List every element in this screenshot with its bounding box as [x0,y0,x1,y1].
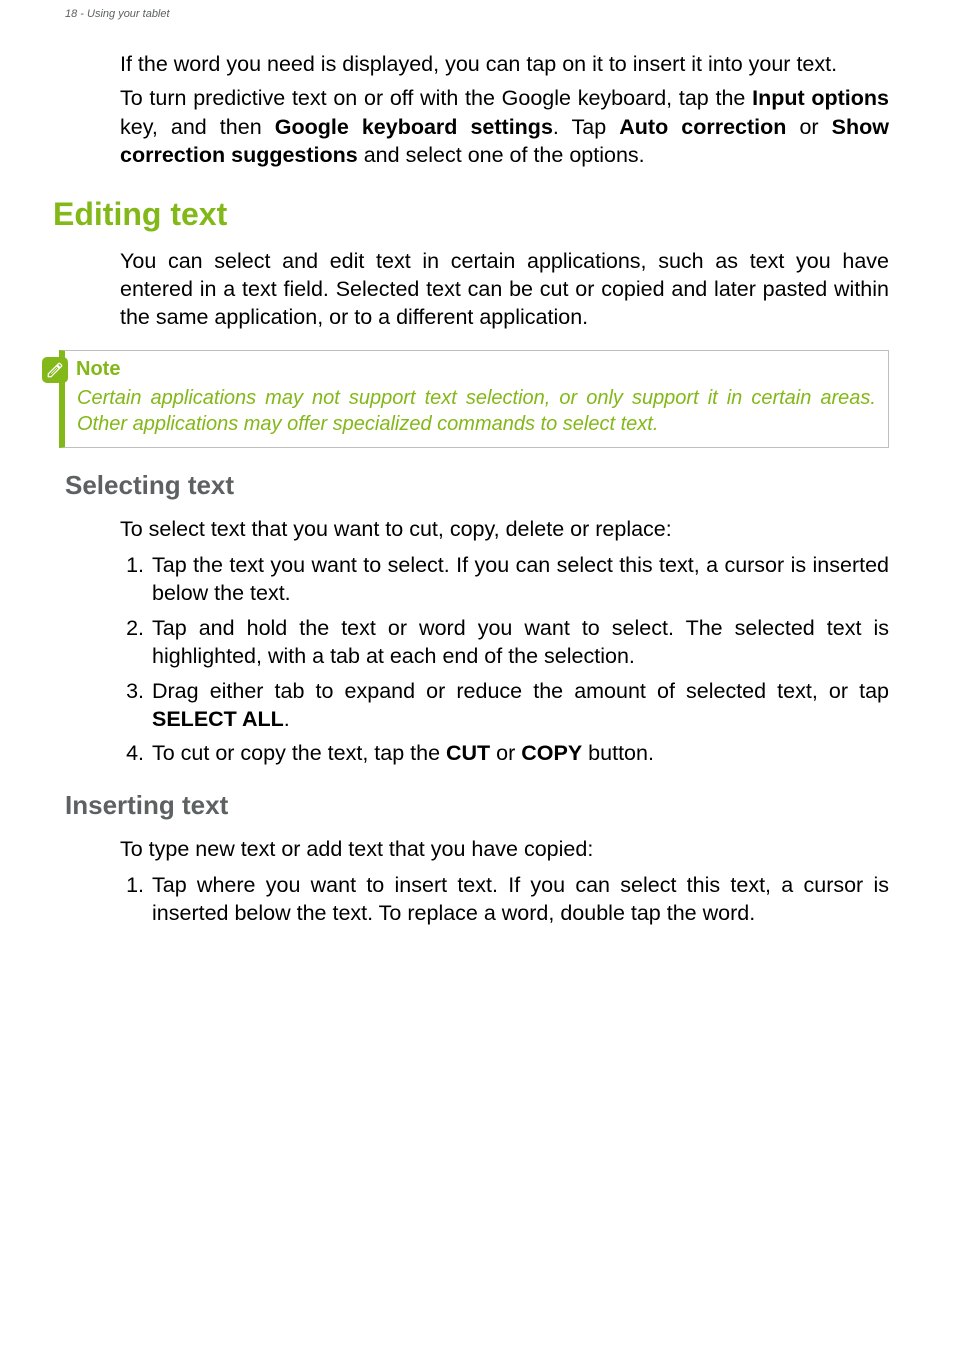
selecting-steps: Tap the text you want to select. If you … [65,551,889,768]
bold-run-auto-correction: Auto correction [619,115,786,139]
inserting-steps: Tap where you want to insert text. If yo… [65,871,889,928]
paragraph-intro-1: If the word you need is displayed, you c… [65,50,889,78]
page-header: 18 - Using your tablet [65,0,889,50]
text-run: Drag either tab to expand or reduce the … [152,679,889,703]
list-item: Drag either tab to expand or reduce the … [150,677,889,734]
note-header: Note [75,357,876,383]
paragraph-inserting-lead: To type new text or add text that you ha… [65,835,889,863]
bold-run-copy: COPY [521,741,582,765]
list-item: Tap where you want to insert text. If yo… [150,871,889,928]
heading-editing-text: Editing text [53,196,889,233]
heading-selecting-text: Selecting text [65,470,889,501]
text-run: . [284,707,290,731]
bold-run-input-options: Input options [752,86,889,110]
bold-run-select-all: SELECT ALL [152,707,284,731]
page: 18 - Using your tablet If the word you n… [0,0,954,974]
note-box: Note Certain applications may not suppor… [59,350,889,448]
text-run: . Tap [553,115,619,139]
paragraph-intro-2: To turn predictive text on or off with t… [65,84,889,169]
paragraph-selecting-lead: To select text that you want to cut, cop… [65,515,889,543]
heading-inserting-text: Inserting text [65,790,889,821]
bold-run-cut: CUT [446,741,490,765]
list-item: Tap the text you want to select. If you … [150,551,889,608]
list-item: Tap and hold the text or word you want t… [150,614,889,671]
paragraph-editing: You can select and edit text in certain … [65,247,889,332]
text-run: To cut or copy the text, tap the [152,741,446,765]
note-title: Note [76,358,120,381]
pencil-icon [42,357,68,383]
text-run: key, and then [120,115,275,139]
text-run: button. [582,741,654,765]
note-body: Certain applications may not support tex… [75,385,876,437]
text-run: or [786,115,831,139]
text-run: To turn predictive text on or off with t… [120,86,752,110]
bold-run-google-keyboard-settings: Google keyboard settings [275,115,553,139]
list-item: To cut or copy the text, tap the CUT or … [150,739,889,767]
text-run: or [490,741,521,765]
text-run: and select one of the options. [358,143,645,167]
